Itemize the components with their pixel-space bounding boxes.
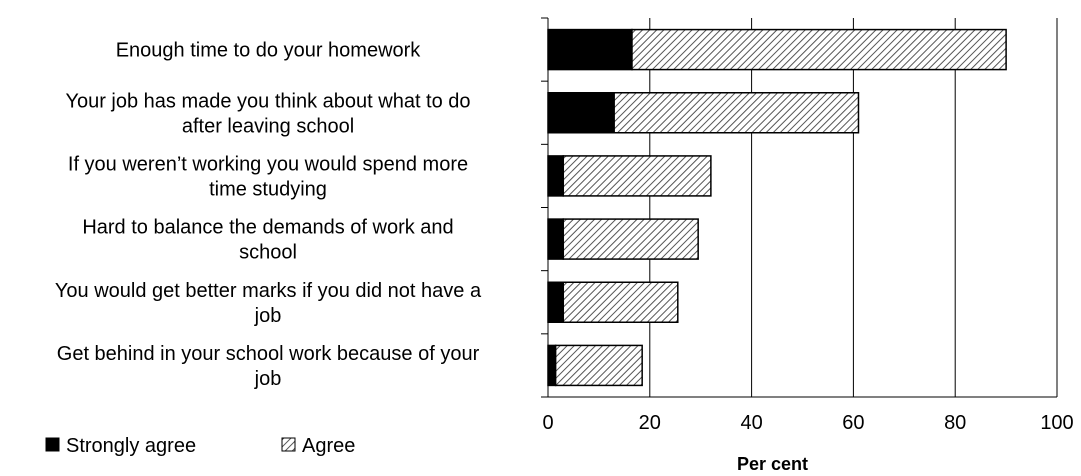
bar-agree-0 — [631, 28, 1007, 71]
bar-agree-3 — [562, 218, 699, 260]
bar-strongly-agree-3 — [547, 218, 565, 260]
legend-label-agree: Agree — [302, 435, 355, 457]
x-tick-label: 20 — [639, 412, 661, 434]
bar-strongly-agree-4 — [547, 281, 565, 323]
category-label: Your job has made you think about what t… — [65, 90, 470, 137]
bar-agree-2 — [562, 155, 712, 197]
axes — [541, 17, 1057, 398]
bar-strongly-agree-1 — [547, 92, 615, 134]
bar-agree-1 — [613, 92, 860, 134]
x-axis-title: Per cent — [737, 454, 808, 474]
category-label: Hard to balance the demands of work and s… — [82, 217, 453, 264]
legend-swatch-strongly-agree — [45, 437, 60, 452]
category-label: Enough time to do your homework — [116, 40, 422, 62]
bar-strongly-agree-0 — [547, 28, 633, 71]
category-label: Get behind in your school work because o… — [57, 343, 480, 390]
category-label: If you weren’t working you would spend m… — [68, 153, 468, 200]
x-tick-label: 60 — [842, 412, 864, 434]
x-tick-label: 0 — [542, 412, 553, 434]
x-tick-labels: 0 20 40 60 80 100 — [542, 412, 1073, 434]
legend: Strongly agree Agree — [45, 435, 355, 457]
category-labels: Enough time to do your homework Your job … — [55, 40, 482, 390]
bars — [547, 28, 1007, 387]
x-tick-label: 40 — [740, 412, 762, 434]
legend-swatch-agree — [281, 437, 296, 452]
x-tick-label: 80 — [944, 412, 966, 434]
legend-label-strongly-agree: Strongly agree — [66, 435, 196, 457]
bar-strongly-agree-5 — [547, 344, 557, 387]
category-label: You would get better marks if you did no… — [55, 280, 482, 327]
x-tick-label: 100 — [1040, 412, 1073, 434]
grid-lines — [649, 18, 1058, 397]
bar-agree-4 — [562, 281, 679, 323]
bar-agree-5 — [554, 344, 643, 387]
bar-strongly-agree-2 — [547, 155, 565, 197]
